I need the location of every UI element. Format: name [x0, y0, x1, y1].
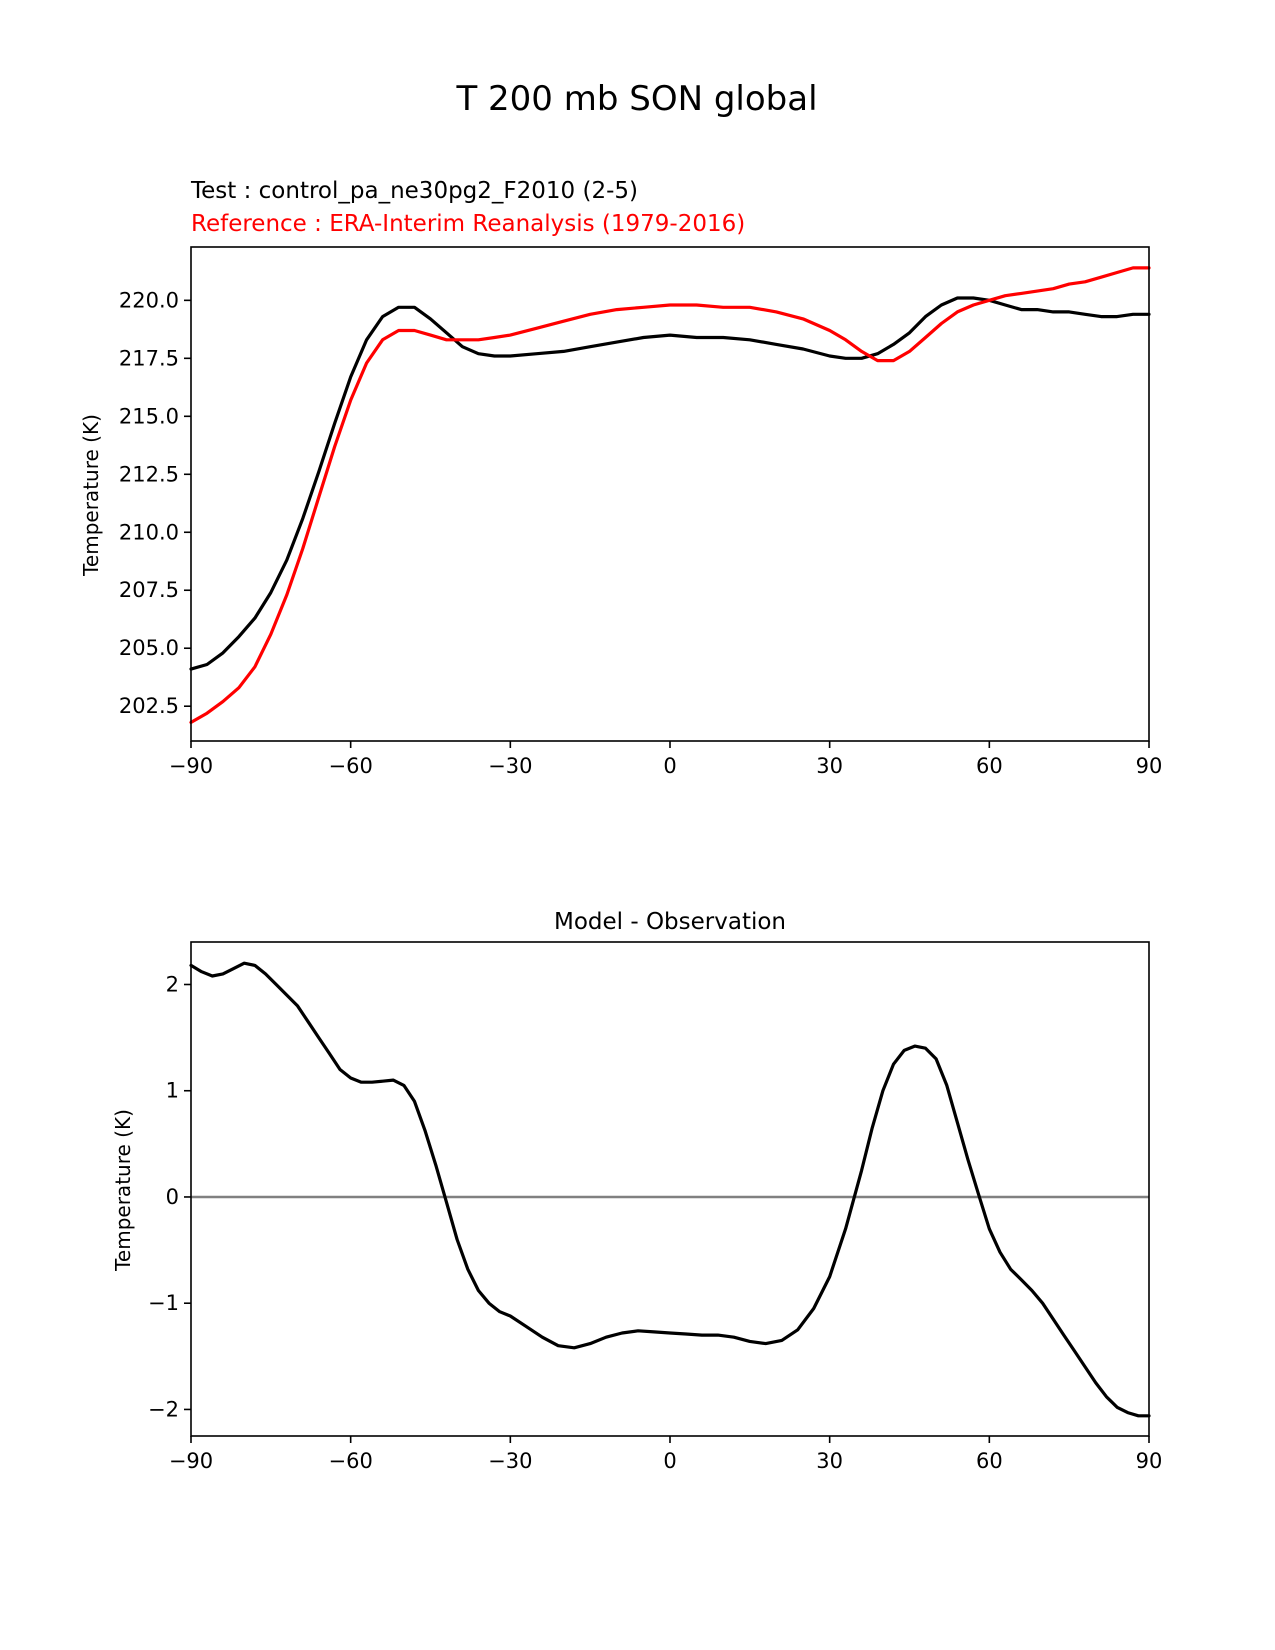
bottom-ylabel: Temperature (K): [111, 1109, 135, 1272]
y-tick-label: 2: [166, 972, 179, 996]
y-tick-label: 217.5: [119, 346, 179, 370]
top-ylabel: Temperature (K): [79, 414, 103, 577]
x-tick-label: −90: [169, 754, 213, 778]
series-line-difference: [189, 961, 1151, 1418]
x-tick-label: −30: [488, 754, 532, 778]
figure-title: T 200 mb SON global: [455, 79, 817, 119]
y-tick-label: 1: [166, 1079, 179, 1103]
y-tick-label: −2: [148, 1397, 179, 1421]
test-label: Test : control_pa_ne30pg2_F2010 (2-5): [190, 178, 638, 204]
x-tick-label: −60: [329, 1449, 373, 1473]
y-tick-label: 0: [166, 1185, 179, 1209]
x-tick-label: 0: [663, 1449, 676, 1473]
top-panel: Test : control_pa_ne30pg2_F2010 (2-5) Re…: [79, 178, 1162, 778]
y-tick-label: 202.5: [119, 694, 179, 718]
x-tick-label: −90: [169, 1449, 213, 1473]
y-tick-label: 220.0: [119, 288, 179, 312]
y-tick-label: 215.0: [119, 404, 179, 428]
x-tick-label: 90: [1136, 754, 1163, 778]
y-tick-label: 207.5: [119, 578, 179, 602]
x-tick-label: −30: [488, 1449, 532, 1473]
x-tick-label: 60: [976, 754, 1003, 778]
series-line-reference: [189, 266, 1151, 724]
x-tick-label: 30: [816, 754, 843, 778]
bottom-panel: Model - Observation Temperature (K) −90 −…: [111, 909, 1162, 1473]
y-tick-label: 210.0: [119, 520, 179, 544]
x-tick-label: 90: [1136, 1449, 1163, 1473]
x-tick-label: 30: [816, 1449, 843, 1473]
x-tick-label: −60: [329, 754, 373, 778]
y-tick-label: 212.5: [119, 462, 179, 486]
x-tick-label: 60: [976, 1449, 1003, 1473]
y-tick-label: 205.0: [119, 636, 179, 660]
plot-frame: [190, 941, 1150, 1437]
bottom-title: Model - Observation: [554, 909, 786, 935]
reference-label: Reference : ERA-Interim Reanalysis (1979…: [191, 211, 745, 237]
series-line-test: [189, 296, 1151, 671]
y-tick-label: −1: [148, 1291, 179, 1315]
plot-frame: [190, 246, 1150, 742]
x-tick-label: 0: [663, 754, 676, 778]
